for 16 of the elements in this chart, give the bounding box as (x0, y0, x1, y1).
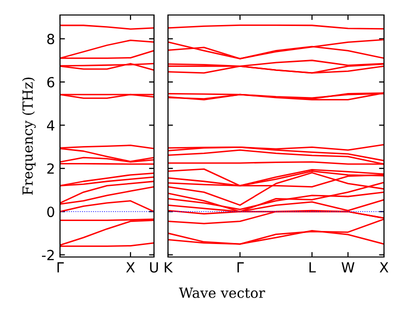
y-tick-label: 0 (47, 206, 54, 218)
x-tick-label: K (164, 262, 173, 272)
y-axis-title: Frequency (THz) (22, 78, 36, 195)
x-tick-label: Γ (57, 262, 64, 272)
x-tick-label: Γ (237, 262, 244, 272)
y-tick-label: 8 (47, 34, 54, 44)
y-tick-label: 2 (47, 163, 54, 174)
x-tick-label: W (342, 262, 354, 272)
y-tick-label: 6 (47, 76, 54, 88)
x-tick-label: U (150, 262, 158, 273)
x-tick-label: L (309, 262, 316, 272)
x-tick-label: X (126, 262, 135, 272)
x-tick-label: X (380, 262, 388, 272)
y-tick-label: 4 (46, 120, 54, 130)
x-axis-title: Wave vector (178, 288, 266, 298)
y-tick-label: -2 (42, 250, 54, 260)
